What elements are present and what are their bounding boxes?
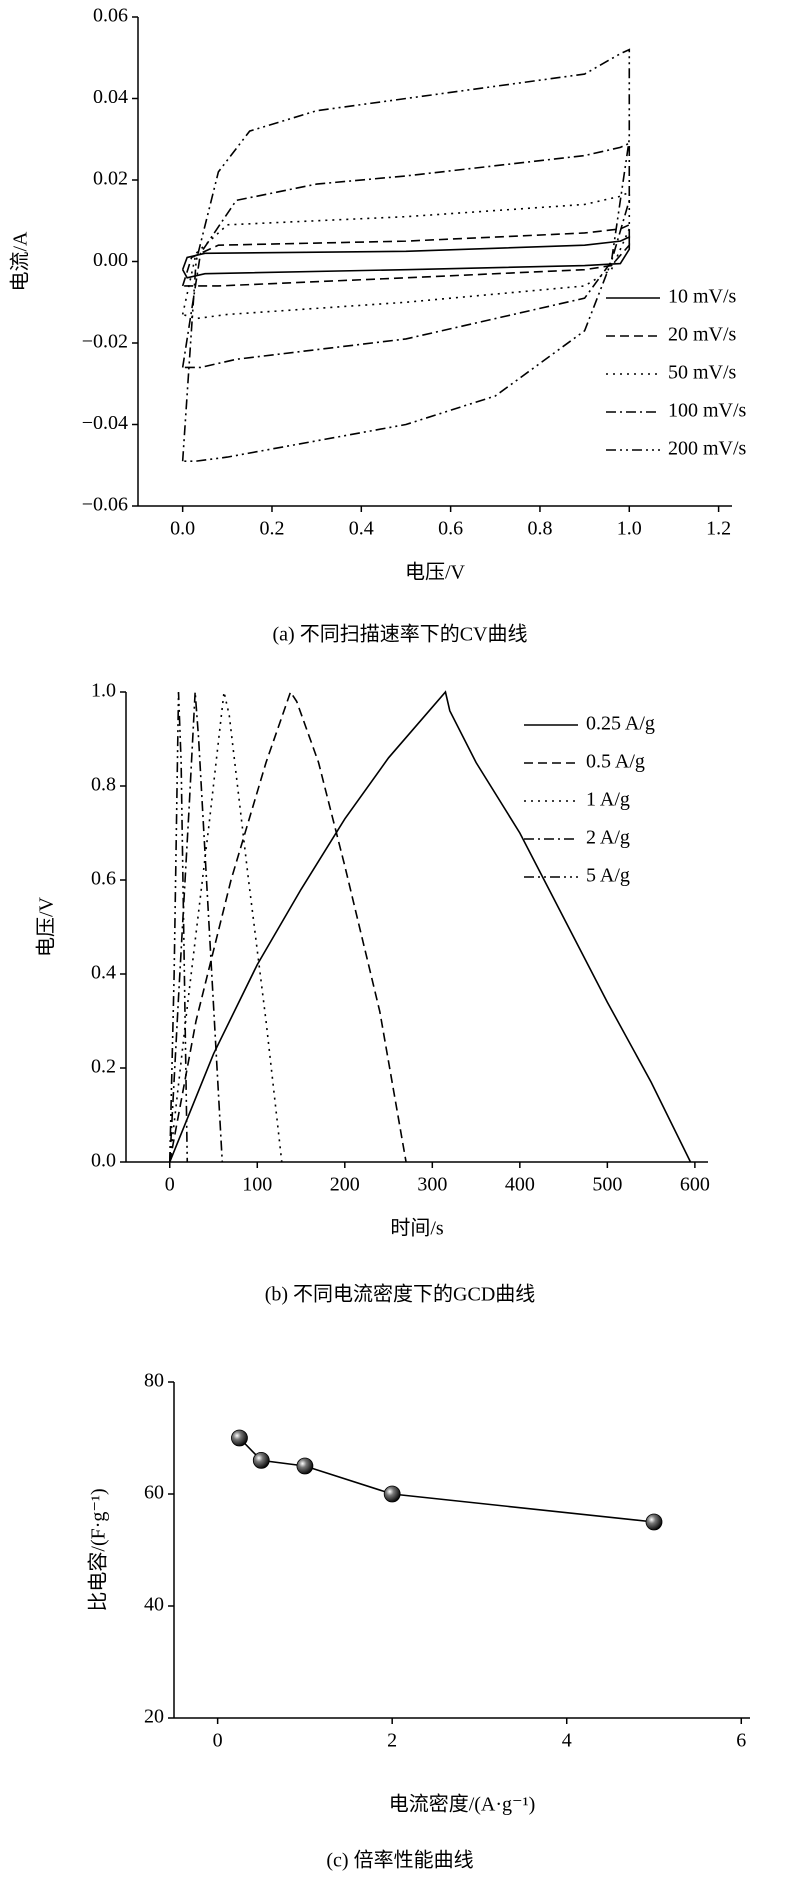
data-line (169, 690, 692, 1163)
x-tick-label: 0.4 (349, 518, 374, 540)
x-tick-label: 0 (213, 1730, 223, 1752)
legend-label: 50 mV/s (668, 362, 737, 384)
caption: (a) 不同扫描速率下的CV曲线 (273, 623, 528, 646)
legend-label: 0.25 A/g (586, 713, 655, 735)
y-tick-label: 1.0 (91, 680, 116, 702)
x-tick-label: 100 (242, 1174, 272, 1196)
y-tick-label: −0.06 (82, 494, 128, 516)
x-tick-label: 2 (387, 1730, 397, 1752)
x-tick-label: 0.2 (259, 518, 284, 540)
data-line (181, 223, 631, 287)
data-line (168, 691, 189, 1163)
x-tick-label: 0.0 (170, 518, 195, 540)
data-line (181, 48, 631, 462)
x-tick-label: 0 (165, 1174, 175, 1196)
x-axis-label: 电流密度/(A·g⁻¹) (389, 1793, 536, 1816)
x-tick-label: 4 (562, 1730, 572, 1752)
y-tick-label: 0.06 (93, 5, 128, 27)
y-tick-label: 0.02 (93, 168, 128, 190)
legend-label: 20 mV/s (668, 324, 737, 346)
legend-label: 5 A/g (586, 865, 630, 887)
x-tick-label: 1.0 (617, 518, 642, 540)
x-tick-label: 6 (736, 1730, 746, 1752)
y-tick-label: 0.00 (93, 249, 128, 271)
x-tick-label: 400 (505, 1174, 535, 1196)
legend-label: 2 A/g (586, 827, 630, 849)
y-tick-label: −0.02 (82, 331, 128, 353)
data-line (181, 235, 631, 279)
y-tick-label: 0.2 (91, 1056, 116, 1078)
legend-label: 1 A/g (586, 789, 630, 811)
y-tick-label: 0.6 (91, 868, 116, 890)
x-tick-label: 200 (330, 1174, 360, 1196)
x-axis-label: 时间/s (390, 1217, 444, 1240)
data-point (645, 1513, 663, 1531)
x-tick-label: 0.8 (527, 518, 552, 540)
connector-line (238, 1437, 655, 1523)
data-point (296, 1457, 314, 1475)
caption: (c) 倍率性能曲线 (326, 1849, 473, 1872)
y-tick-label: 20 (144, 1706, 164, 1728)
legend-label: 100 mV/s (668, 400, 747, 422)
y-axis-label: 比电容/(F·g⁻¹) (87, 1488, 110, 1611)
x-axis-label: 电压/V (405, 561, 466, 584)
x-tick-label: 600 (680, 1174, 710, 1196)
y-tick-label: 40 (144, 1594, 164, 1616)
y-tick-label: 60 (144, 1482, 164, 1504)
x-tick-label: 300 (417, 1174, 447, 1196)
y-tick-label: −0.04 (82, 412, 128, 434)
y-tick-label: 0.4 (91, 962, 116, 984)
data-point (231, 1429, 248, 1447)
y-tick-label: 0.0 (91, 1150, 116, 1172)
data-point (383, 1485, 401, 1503)
y-axis-label: 电流/A (9, 231, 32, 292)
legend-label: 200 mV/s (668, 438, 747, 460)
legend-label: 10 mV/s (668, 286, 737, 308)
caption: (b) 不同电流密度下的GCD曲线 (265, 1283, 536, 1306)
y-tick-label: 80 (144, 1370, 164, 1392)
data-line (168, 690, 407, 1163)
x-tick-label: 0.6 (438, 518, 463, 540)
x-tick-label: 1.2 (706, 518, 731, 540)
x-tick-label: 500 (592, 1174, 622, 1196)
data-point (252, 1452, 270, 1469)
data-line (168, 691, 283, 1163)
data-line (181, 190, 631, 320)
data-line (181, 142, 631, 369)
y-tick-label: 0.8 (91, 774, 116, 796)
legend-label: 0.5 A/g (586, 751, 645, 773)
y-tick-label: 0.04 (93, 86, 128, 108)
data-line (168, 691, 224, 1163)
y-axis-label: 电压/V (35, 896, 58, 957)
